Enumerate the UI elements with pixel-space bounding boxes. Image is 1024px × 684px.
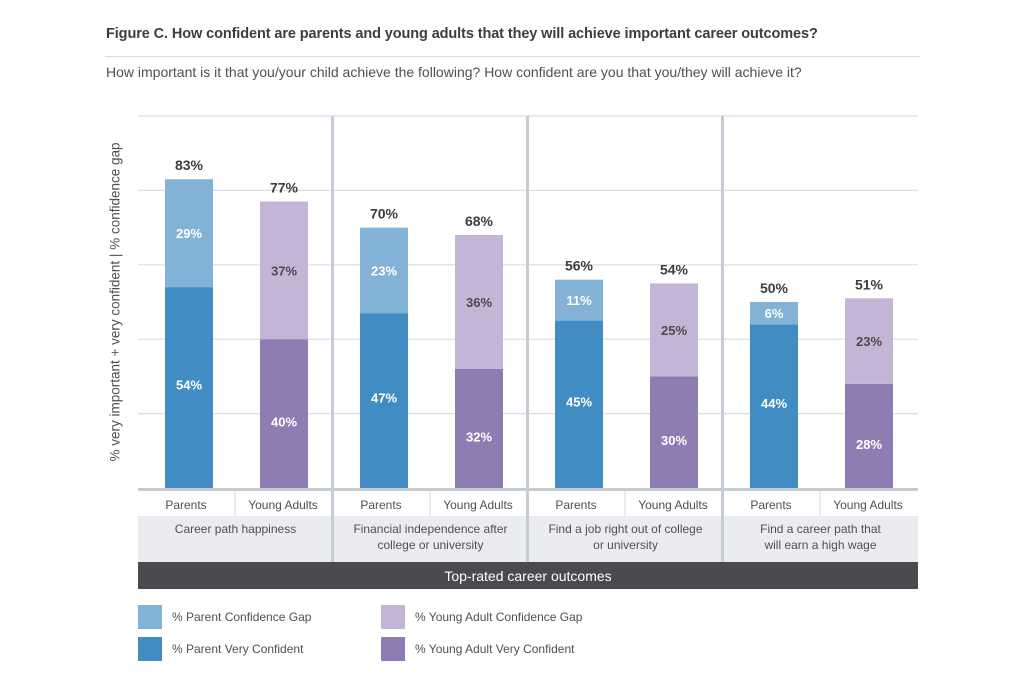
subgroup-label: Young Adults: [443, 498, 513, 512]
group-separator: [331, 116, 334, 562]
data-label-total: 56%: [565, 258, 594, 274]
bar-parent-confidence-gap: [165, 179, 213, 288]
legend-swatch-parent-gap: [138, 605, 162, 629]
legend-swatch-parent-confident: [138, 637, 162, 661]
data-label-very-confident: 44%: [761, 396, 787, 411]
legend-item-young-gap: % Young Adult Confidence Gap: [381, 605, 582, 629]
data-label-confidence-gap: 36%: [466, 295, 492, 310]
data-label-very-confident: 54%: [176, 378, 202, 393]
data-label-confidence-gap: 29%: [176, 226, 202, 241]
bar-young-adult-confidence-gap: [845, 298, 893, 384]
legend-item-parent-confident: % Parent Very Confident: [138, 637, 303, 661]
bar-young-adult-confidence-gap: [260, 201, 308, 340]
data-label-very-confident: 28%: [856, 437, 882, 452]
data-label-confidence-gap: 37%: [271, 263, 297, 278]
subgroup-label: Parents: [360, 498, 401, 512]
legend-label: % Young Adult Very Confident: [415, 642, 575, 656]
header-divider: [105, 56, 920, 57]
data-label-total: 83%: [175, 157, 204, 173]
data-label-very-confident: 45%: [566, 394, 592, 409]
category-label: will earn a high wage: [763, 538, 876, 552]
data-label-confidence-gap: 23%: [371, 263, 397, 278]
legend-item-parent-gap: % Parent Confidence Gap: [138, 605, 311, 629]
x-axis-title: Top-rated career outcomes: [444, 568, 611, 584]
bar-young-adult-confidence-gap: [455, 235, 503, 369]
legend-swatch-young-gap: [381, 605, 405, 629]
bar-parent-confidence-gap: [555, 279, 603, 321]
subgroup-label: Young Adults: [638, 498, 708, 512]
subgroup-label: Parents: [555, 498, 596, 512]
category-label: college or university: [377, 538, 483, 552]
bar-parent-very-confident: [555, 320, 603, 488]
bar-parent-very-confident: [750, 324, 798, 488]
subgroup-label: Parents: [750, 498, 791, 512]
data-label-very-confident: 30%: [661, 433, 687, 448]
group-separator: [721, 116, 724, 562]
data-label-total: 50%: [760, 280, 789, 296]
data-label-very-confident: 40%: [271, 415, 297, 430]
subgroup-label: Parents: [165, 498, 206, 512]
data-label-total: 54%: [660, 261, 689, 277]
data-label-confidence-gap: 23%: [856, 334, 882, 349]
bar-parent-very-confident: [165, 287, 213, 488]
category-label: Career path happiness: [175, 522, 296, 536]
data-label-very-confident: 32%: [466, 429, 492, 444]
legend-label: % Parent Very Confident: [172, 642, 304, 656]
legend-label: % Young Adult Confidence Gap: [415, 610, 583, 624]
data-label-confidence-gap: 6%: [765, 306, 784, 321]
bar-young-adult-very-confident: [650, 376, 698, 488]
x-axis-title-band: [138, 562, 918, 589]
data-label-very-confident: 47%: [371, 391, 397, 406]
data-label-total: 70%: [370, 206, 399, 222]
legend-item-young-confident: % Young Adult Very Confident: [381, 637, 574, 661]
bar-young-adult-very-confident: [455, 368, 503, 488]
bar-young-adult-very-confident: [845, 383, 893, 488]
bar-young-adult-confidence-gap: [650, 283, 698, 377]
bar-parent-very-confident: [360, 313, 408, 488]
legend-label: % Parent Confidence Gap: [172, 610, 312, 624]
bar-parent-confidence-gap: [360, 227, 408, 314]
legend-swatch-young-confident: [381, 637, 405, 661]
data-label-confidence-gap: 25%: [661, 323, 687, 338]
category-label: Find a job right out of college: [548, 522, 702, 536]
bar-parent-confidence-gap: [750, 302, 798, 325]
category-label: Find a career path that: [760, 522, 881, 536]
data-label-total: 68%: [465, 213, 494, 229]
category-label: Financial independence after: [353, 522, 507, 536]
bar-young-adult-very-confident: [260, 339, 308, 488]
subgroup-label: Young Adults: [833, 498, 903, 512]
category-label: or university: [593, 538, 658, 552]
data-label-confidence-gap: 11%: [566, 293, 592, 308]
data-label-total: 51%: [855, 276, 884, 292]
group-separator: [526, 116, 529, 562]
subgroup-label: Young Adults: [248, 498, 318, 512]
data-label-total: 77%: [270, 180, 299, 196]
figure-title: Figure C. How confident are parents and …: [106, 26, 818, 42]
figure-subtitle: How important is it that you/your child …: [106, 64, 802, 80]
